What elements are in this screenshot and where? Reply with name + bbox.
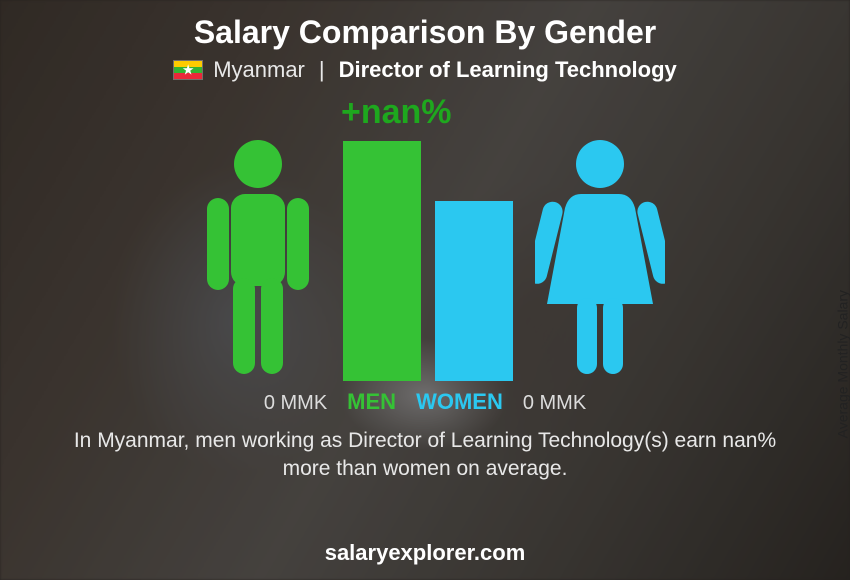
- caption-text: In Myanmar, men working as Director of L…: [55, 427, 795, 484]
- myanmar-flag-icon: ★: [173, 60, 203, 80]
- women-value: 0 MMK: [523, 392, 586, 415]
- chart-labels-row: 0 MMK MEN WOMEN 0 MMK: [105, 389, 745, 415]
- separator: |: [315, 57, 329, 83]
- men-label: MEN: [347, 389, 396, 415]
- men-value: 0 MMK: [264, 392, 327, 415]
- men-bar: [343, 141, 421, 381]
- gender-comparison-chart: +nan%: [105, 91, 745, 421]
- women-bar: [435, 201, 513, 381]
- page-title: Salary Comparison By Gender: [194, 14, 656, 51]
- subtitle-row: ★ Myanmar | Director of Learning Technol…: [173, 57, 677, 83]
- women-label: WOMEN: [416, 389, 503, 415]
- footer-source: salaryexplorer.com: [0, 540, 850, 566]
- role-label: Director of Learning Technology: [339, 57, 677, 83]
- content-container: Salary Comparison By Gender ★ Myanmar | …: [0, 0, 850, 580]
- man-icon: [193, 136, 323, 381]
- country-label: Myanmar: [213, 57, 305, 83]
- y-axis-label: Average Monthly Salary: [834, 290, 850, 438]
- percent-difference: +nan%: [341, 93, 452, 132]
- woman-icon: [535, 136, 665, 381]
